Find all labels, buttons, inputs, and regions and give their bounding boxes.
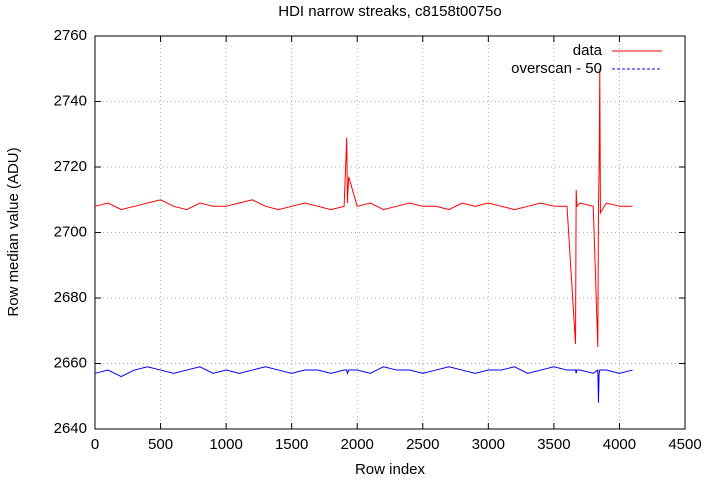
x-tick-label: 4000 (603, 436, 636, 453)
y-tick-label: 2740 (54, 92, 87, 109)
data-line (94, 68, 633, 348)
x-tick-label: 3500 (537, 436, 570, 453)
y-tick-label: 2760 (54, 27, 87, 44)
y-tick-label: 2640 (54, 420, 87, 437)
plot-frame (94, 35, 686, 430)
legend-label: data (573, 42, 603, 59)
x-tick-label: 500 (148, 436, 173, 453)
x-tick-label: 2000 (341, 436, 374, 453)
data-line (94, 366, 633, 403)
x-axis-label: Row index (355, 461, 426, 478)
x-tick-label: 4500 (668, 436, 701, 453)
x-tick-label: 1000 (209, 436, 242, 453)
x-tick-label: 0 (91, 436, 99, 453)
x-tick-label: 3000 (472, 436, 505, 453)
y-tick-label: 2700 (54, 223, 87, 240)
legend-label: overscan - 50 (511, 60, 602, 77)
y-axis-label: Row median value (ADU) (5, 147, 22, 316)
x-tick-label: 2500 (406, 436, 439, 453)
y-tick-label: 2680 (54, 289, 87, 306)
chart-title: HDI narrow streaks, c8158t0075o (278, 3, 501, 20)
y-tick-label: 2660 (54, 354, 87, 371)
x-tick-label: 1500 (275, 436, 308, 453)
y-tick-label: 2720 (54, 158, 87, 175)
